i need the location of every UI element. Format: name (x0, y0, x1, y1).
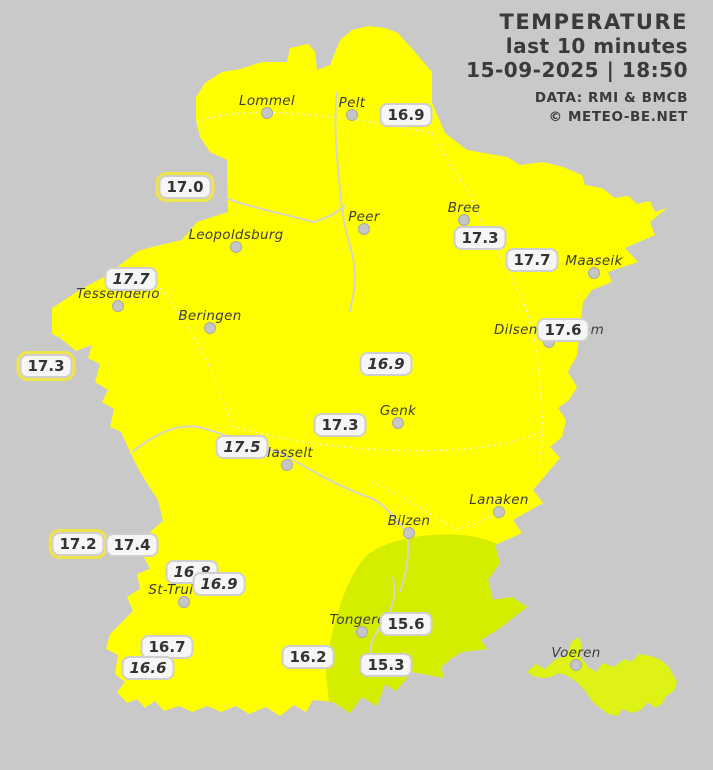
city-marker-dot (204, 322, 216, 334)
temp-badge: 16.2 (281, 645, 335, 669)
city-label: Beringen (178, 308, 242, 324)
boundary-dotted-lanaken (371, 481, 503, 530)
city-label: Tongeren (329, 612, 395, 628)
city-label: Lanaken (469, 492, 529, 508)
temp-badge: 15.6 (379, 612, 433, 636)
title-block: TEMPERATURE last 10 minutes 15-09-2025 |… (466, 10, 688, 127)
temp-badge: 17.6 (536, 318, 590, 342)
city-marker-dot (588, 267, 600, 279)
temp-badge: 17.5 (215, 435, 269, 459)
city-marker-dot (458, 214, 470, 226)
city-label: Voeren (551, 645, 601, 661)
city-label: Lommel (239, 93, 295, 109)
city-label: Leopoldsburg (188, 227, 284, 243)
city-marker-dot (281, 459, 293, 471)
city-marker-dot (403, 527, 415, 539)
map-subtitle: last 10 minutes (505, 34, 688, 59)
city-marker-dot (230, 241, 242, 253)
temp-badge: 17.4 (105, 533, 159, 557)
temp-badge: 16.9 (359, 352, 413, 376)
voeren-region (527, 637, 677, 716)
river-line-dommel (334, 91, 356, 313)
temp-badge: 17.7 (505, 248, 559, 272)
city-marker-dot (112, 300, 124, 312)
temp-badge: 16.6 (121, 656, 175, 680)
city-marker-dot (570, 659, 582, 671)
city-marker-dot (356, 626, 368, 638)
temp-badge: 17.3 (19, 354, 73, 378)
city-marker-dot (358, 223, 370, 235)
city-label: Peer (348, 209, 380, 225)
city-marker-dot (261, 107, 273, 119)
river-line-leopoldsburg (227, 198, 346, 223)
temp-badge: 17.7 (104, 267, 158, 291)
boundary-dotted-pelt-bree (431, 132, 478, 215)
temp-badge: 17.3 (453, 226, 507, 250)
city-label: Pelt (338, 95, 366, 111)
city-label: Hasselt (261, 445, 313, 461)
map-title: TEMPERATURE (499, 10, 688, 34)
city-marker-dot (178, 596, 190, 608)
temp-badge: 17.2 (51, 532, 105, 556)
city-label: Genk (379, 403, 417, 419)
temp-badge: 16.9 (192, 572, 246, 596)
city-label: Bilzen (387, 513, 431, 529)
temp-badge: 17.3 (313, 413, 367, 437)
city-label: Bree (447, 200, 481, 216)
temp-badge: 17.0 (158, 175, 212, 199)
boundary-dotted-hasselt (231, 425, 544, 452)
map-datetime: 15-09-2025 | 18:50 (466, 58, 688, 83)
city-marker-dot (392, 417, 404, 429)
data-source: DATA: RMI & BMCB (534, 90, 688, 107)
temp-badge: 16.7 (140, 635, 194, 659)
city-label: Maaseik (565, 253, 623, 269)
temp-badge: 15.3 (359, 653, 413, 677)
copyright-note: © METEO-BE.NET (548, 109, 688, 126)
city-marker-dot (346, 109, 358, 121)
city-marker-dot (493, 506, 505, 518)
temp-badge: 16.9 (379, 103, 433, 127)
